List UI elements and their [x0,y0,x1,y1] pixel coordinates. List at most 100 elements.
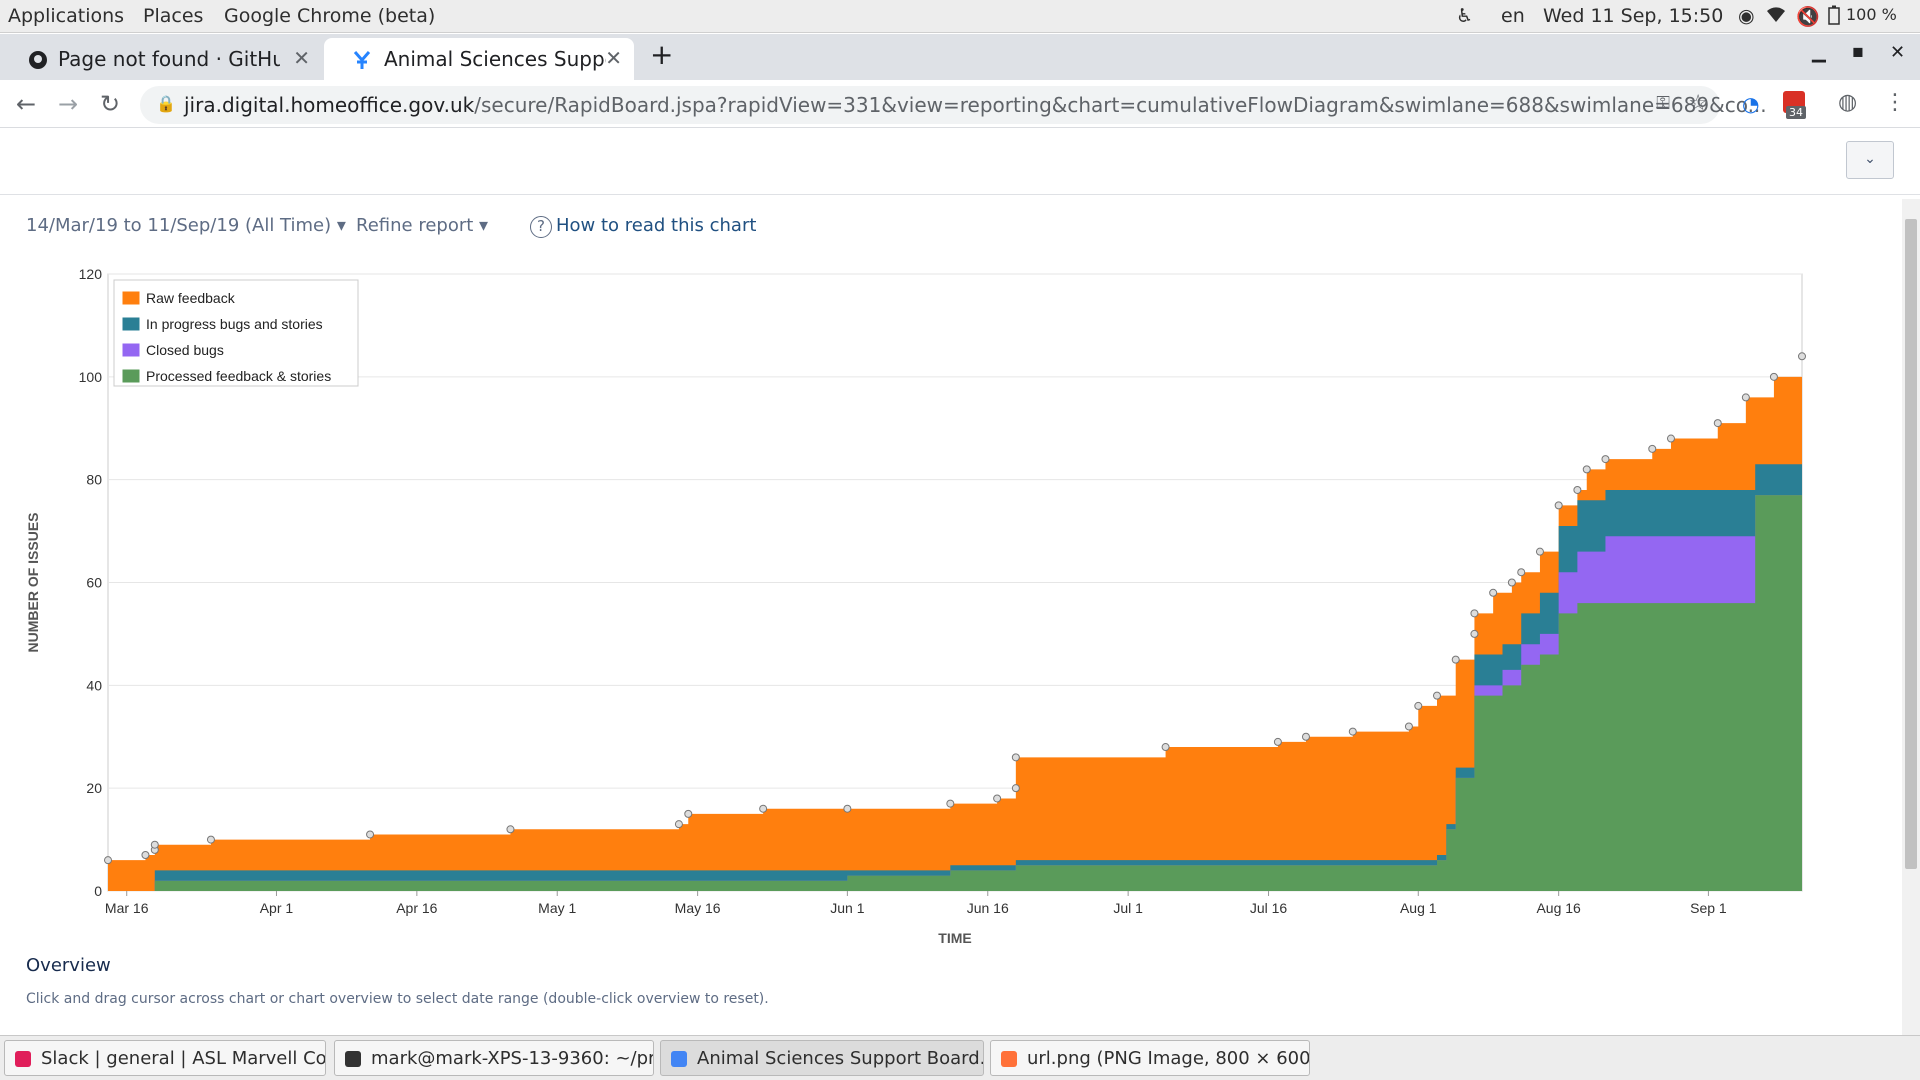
tab-title: Page not found · GitHub [58,47,280,71]
data-point [1161,743,1170,752]
applications-menu[interactable]: Applications [8,5,125,27]
tab-github[interactable]: Page not found · GitHub ✕ [0,38,322,80]
top-panel: Applications Places Google Chrome (beta)… [0,0,1920,33]
y-tick-label: 40 [86,677,102,693]
chrome-app-menu[interactable]: Google Chrome (beta) [224,5,436,27]
legend-swatch [121,290,141,306]
area-processed [108,495,1802,891]
close-window-icon[interactable]: ✕ [1890,42,1906,63]
overview-help-text: Click and drag cursor across chart or ch… [26,991,769,1007]
x-tick-label: May 1 [538,900,576,916]
battery-icon[interactable] [1828,5,1840,30]
x-tick-label: May 16 [675,900,721,916]
address-bar[interactable]: 🔒 jira.digital.homeoffice.gov.uk/secure/… [140,86,1767,124]
how-to-read-link[interactable]: ? How to read this chart [530,215,756,238]
help-circle-icon: ? [530,216,552,238]
data-point [1554,501,1563,510]
language-indicator[interactable]: en [1501,5,1525,27]
browser-toolbar: ← → ↻ 🔒 jira.digital.homeoffice.gov.uk/s… [0,80,1920,128]
data-point [993,794,1002,803]
extension-icon[interactable]: ◔ [1742,92,1760,116]
tab-title: Animal Sciences Support Board [384,47,606,71]
record-icon[interactable]: ◉ [1738,5,1755,27]
data-point [1517,568,1526,577]
chrome-menu-icon[interactable]: ⋮ [1884,90,1906,115]
data-point [206,835,215,844]
lock-icon[interactable]: 🔒 [156,94,176,113]
data-point [366,830,375,839]
data-point [684,809,693,818]
taskbar-item[interactable]: Animal Sciences Support Board... [660,1040,984,1076]
data-point [1489,588,1498,597]
taskbar: Slack | general | ASL Marvell Co... mark@… [0,1035,1920,1080]
volume-muted-icon[interactable]: 🔇 [1796,6,1820,28]
forward-icon[interactable]: → [58,90,79,118]
data-point [1301,732,1310,741]
x-tick-label: Apr 16 [396,900,437,916]
firefox-icon [999,1049,1019,1069]
new-tab-button[interactable]: + [650,38,674,71]
collapse-chevron-icon[interactable]: ⌄ [1846,141,1894,179]
legend-label: Closed bugs [146,342,224,358]
data-point [506,825,515,834]
taskbar-item-label: mark@mark-XPS-13-9360: ~/pr... [371,1047,654,1069]
taskbar-item[interactable]: mark@mark-XPS-13-9360: ~/pr... [334,1040,654,1076]
taskbar-item[interactable]: url.png (PNG Image, 800 × 600... [990,1040,1310,1076]
minimize-icon[interactable]: ▁ [1812,42,1826,63]
cumulative-flow-chart[interactable]: 0 20 40 60 80 100 120 Mar 16 Apr 1 Apr 16 May 1 May… [20,257,1820,947]
data-point [1414,701,1423,710]
scroll-thumb[interactable] [1905,219,1917,869]
back-icon[interactable]: ← [16,90,37,118]
data-point [141,851,150,860]
y-tick-label: 80 [86,472,102,488]
key-icon[interactable]: ⚿ [1656,93,1670,114]
accessibility-icon[interactable]: ♿ [1456,5,1474,27]
wifi-icon[interactable] [1766,5,1786,28]
data-point [1470,629,1479,638]
taskbar-item[interactable]: Slack | general | ASL Marvell Co... [4,1040,326,1076]
y-tick-label: 120 [79,266,103,282]
board-header: ⌄ [0,129,1920,195]
tab-animal-sciences[interactable]: Animal Sciences Support Board ✕ [324,38,634,80]
date-range-dropdown[interactable]: 14/Mar/19 to 11/Sep/19 (All Time) ▾ [26,215,346,236]
data-point [1404,722,1413,731]
legend-swatch [121,368,141,384]
data-point [1535,547,1544,556]
refine-report-dropdown[interactable]: Refine report ▾ [356,215,489,236]
legend-label: Raw feedback [146,290,236,306]
legend-label: Processed feedback & stories [146,368,331,384]
data-point [674,820,683,829]
places-menu[interactable]: Places [143,5,204,27]
data-point [1798,352,1806,361]
legend [113,279,359,387]
data-point [1011,753,1020,762]
reload-icon[interactable]: ↻ [100,90,121,118]
refine-report-label: Refine report [356,215,474,236]
data-point [1573,485,1582,494]
profile-avatar-icon[interactable]: ◍ [1838,90,1858,115]
x-tick-label: Mar 16 [105,900,149,916]
area-raw-feedback [108,356,1802,891]
clock[interactable]: Wed 11 Sep, 15:50 [1543,5,1724,27]
data-point [1507,578,1516,587]
url-host: jira.digital.homeoffice.gov.uk [184,93,475,117]
page: ⌄ 14/Mar/19 to 11/Sep/19 (All Time) ▾ Re… [0,129,1920,1035]
x-tick-label: Jun 1 [830,900,864,916]
data-point [150,840,159,849]
close-tab-icon[interactable]: ✕ [293,46,310,70]
data-point [104,856,112,865]
close-tab-icon[interactable]: ✕ [605,46,622,70]
data-point [1713,419,1722,428]
how-to-read-label: How to read this chart [556,215,757,236]
bookmark-star-icon[interactable]: ☆ [1688,91,1708,116]
x-tick-label: Jul 16 [1250,900,1288,916]
legend-swatch [121,316,141,332]
data-point [1769,372,1778,381]
extension-badge: 34 [1786,106,1806,119]
maximize-icon[interactable]: ◼ [1852,44,1864,60]
page-scrollbar[interactable] [1902,199,1920,1035]
data-point [1432,691,1441,700]
x-tick-label: Jun 16 [967,900,1009,916]
data-point [946,799,955,808]
x-tick-label: Apr 1 [260,900,294,916]
